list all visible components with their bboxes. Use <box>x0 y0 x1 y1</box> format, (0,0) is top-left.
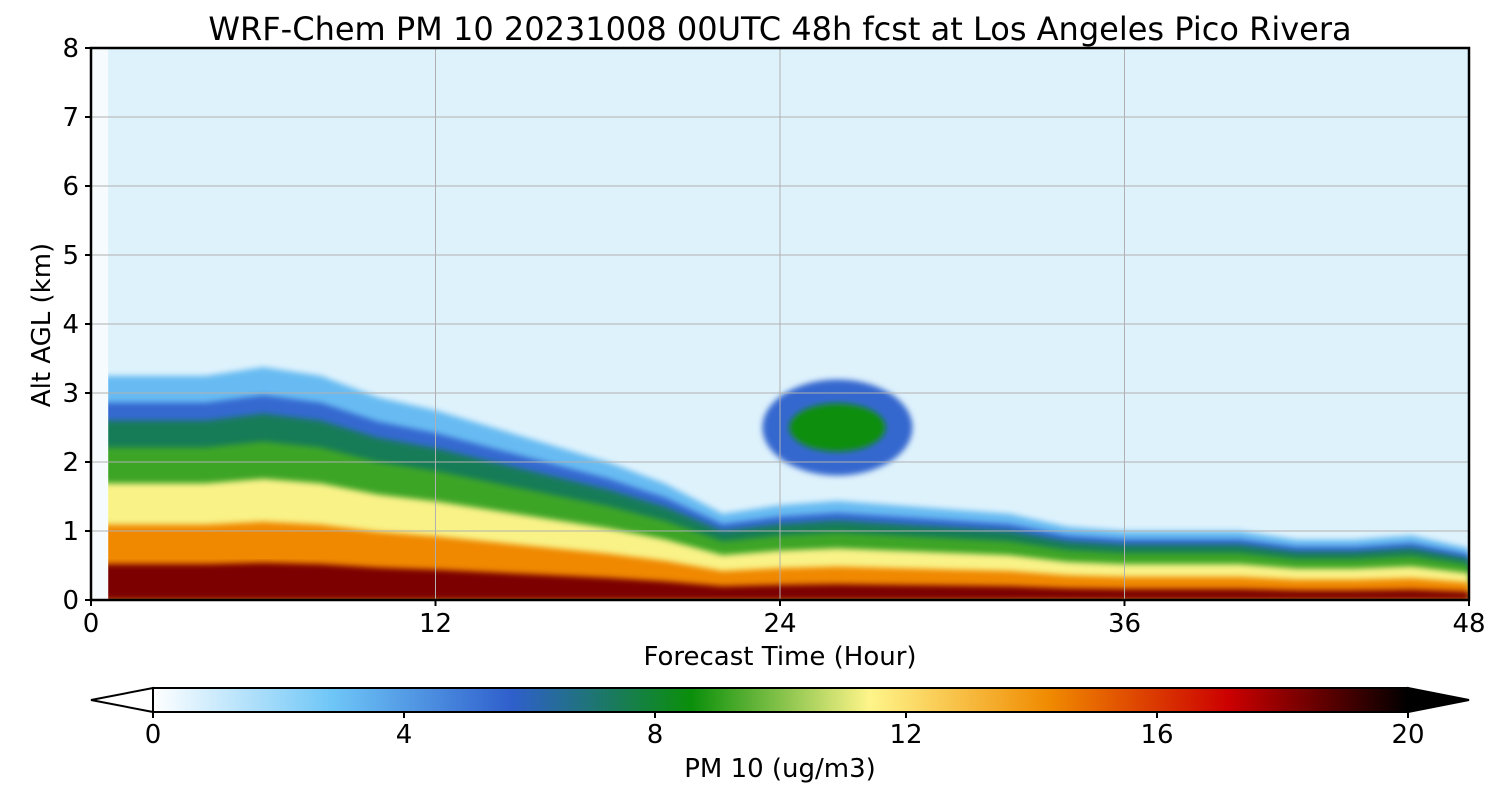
y-tick-label: 5 <box>62 241 79 271</box>
y-tick-label: 3 <box>62 379 79 409</box>
colorbar-tick-label: 12 <box>889 720 922 750</box>
colorbar-tick-label: 16 <box>1140 720 1173 750</box>
y-tick-label: 6 <box>62 172 79 202</box>
pm10-aloft-blob-core <box>789 403 886 452</box>
colorbar-min-extension <box>90 686 154 714</box>
colorbar-body <box>152 687 1409 713</box>
y-tick-label: 4 <box>62 310 79 340</box>
x-axis-ticks: 0 12 24 36 48 <box>83 600 1486 639</box>
x-tick-label: 12 <box>419 609 452 639</box>
x-tick-label: 24 <box>763 609 796 639</box>
y-tick-label: 8 <box>62 34 79 64</box>
colorbar-tick-label: 4 <box>396 720 413 750</box>
colorbar-max-extension <box>1407 686 1470 714</box>
colorbar-tick-label: 0 <box>145 720 162 750</box>
y-tick-label: 7 <box>62 103 79 133</box>
x-tick-label: 0 <box>83 609 100 639</box>
colorbar-tick-label: 8 <box>647 720 664 750</box>
y-axis-ticks: 0 1 2 3 4 5 6 7 8 <box>62 34 91 616</box>
y-axis-label: Alt AGL (km) <box>27 243 57 407</box>
x-tick-label: 36 <box>1108 609 1141 639</box>
colorbar-ticks: 0 4 8 12 16 20 <box>145 712 1425 750</box>
y-tick-label: 0 <box>62 586 79 616</box>
colorbar-tick-label: 20 <box>1391 720 1424 750</box>
colorbar: 0 4 8 12 16 20 PM 10 (ug/m3) <box>90 686 1470 784</box>
x-axis-label: Forecast Time (Hour) <box>643 642 916 672</box>
x-tick-label: 48 <box>1452 609 1485 639</box>
colorbar-label: PM 10 (ug/m3) <box>684 754 876 784</box>
y-tick-label: 2 <box>62 448 79 478</box>
chart-title: WRF-Chem PM 10 20231008 00UTC 48h fcst a… <box>208 10 1351 48</box>
y-tick-label: 1 <box>62 517 79 547</box>
